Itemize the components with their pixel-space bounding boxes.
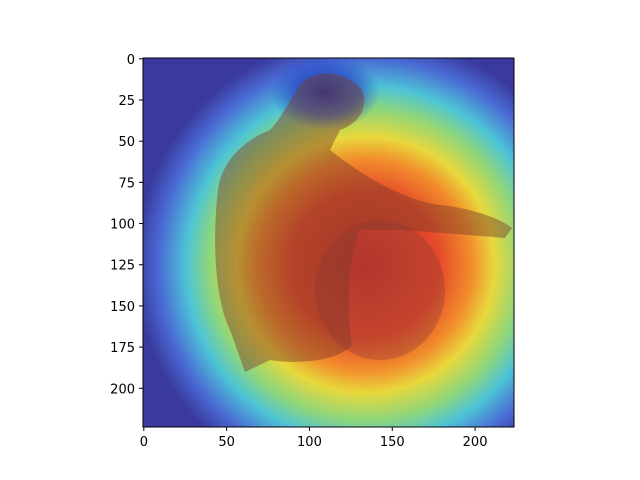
x-tick-label: 100 xyxy=(297,435,322,450)
y-tick-label: 125 xyxy=(110,259,135,274)
x-tick-label: 200 xyxy=(463,435,488,450)
y-tick-label: 100 xyxy=(110,218,135,233)
y-tick-label: 150 xyxy=(110,300,135,315)
y-axis: 0 25 50 75 100 125 150 175 200 xyxy=(110,53,143,397)
y-tick-label: 0 xyxy=(127,53,135,68)
y-tick-label: 25 xyxy=(118,94,135,109)
x-tick-label: 0 xyxy=(140,435,148,450)
x-tick-label: 150 xyxy=(380,435,405,450)
y-tick-label: 75 xyxy=(118,176,135,191)
heatmap-image xyxy=(143,54,514,427)
x-axis: 0 50 100 150 200 xyxy=(140,427,488,450)
y-tick-label: 200 xyxy=(110,382,135,397)
y-tick-label: 50 xyxy=(118,135,135,150)
y-tick-label: 175 xyxy=(110,341,135,356)
x-tick-label: 50 xyxy=(218,435,235,450)
